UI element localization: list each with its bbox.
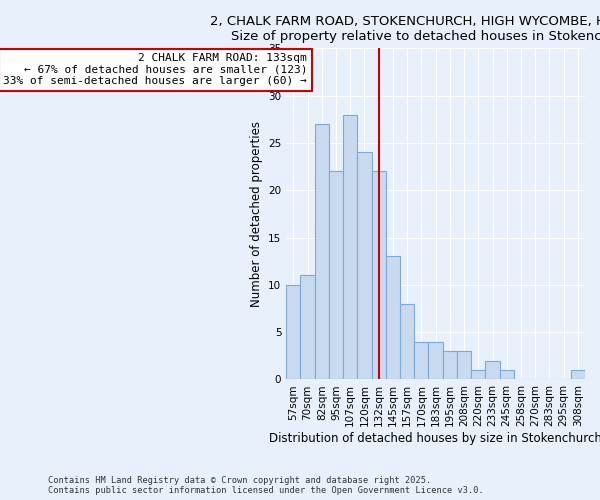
Bar bbox=[329, 172, 343, 380]
Bar bbox=[443, 351, 457, 380]
Bar bbox=[386, 256, 400, 380]
Bar bbox=[485, 360, 500, 380]
Bar bbox=[286, 285, 301, 380]
Bar bbox=[471, 370, 485, 380]
Bar bbox=[301, 276, 314, 380]
Bar bbox=[571, 370, 585, 380]
Bar bbox=[428, 342, 443, 380]
Title: 2, CHALK FARM ROAD, STOKENCHURCH, HIGH WYCOMBE, HP14 3TB
Size of property relati: 2, CHALK FARM ROAD, STOKENCHURCH, HIGH W… bbox=[210, 15, 600, 43]
Bar bbox=[400, 304, 414, 380]
Bar bbox=[314, 124, 329, 380]
Bar bbox=[457, 351, 471, 380]
Bar bbox=[500, 370, 514, 380]
Text: Contains HM Land Registry data © Crown copyright and database right 2025.
Contai: Contains HM Land Registry data © Crown c… bbox=[48, 476, 484, 495]
X-axis label: Distribution of detached houses by size in Stokenchurch: Distribution of detached houses by size … bbox=[269, 432, 600, 445]
Bar bbox=[371, 172, 386, 380]
Bar bbox=[358, 152, 371, 380]
Text: 2 CHALK FARM ROAD: 133sqm
← 67% of detached houses are smaller (123)
33% of semi: 2 CHALK FARM ROAD: 133sqm ← 67% of detac… bbox=[4, 53, 307, 86]
Bar bbox=[414, 342, 428, 380]
Bar bbox=[343, 114, 358, 380]
Y-axis label: Number of detached properties: Number of detached properties bbox=[250, 121, 263, 307]
